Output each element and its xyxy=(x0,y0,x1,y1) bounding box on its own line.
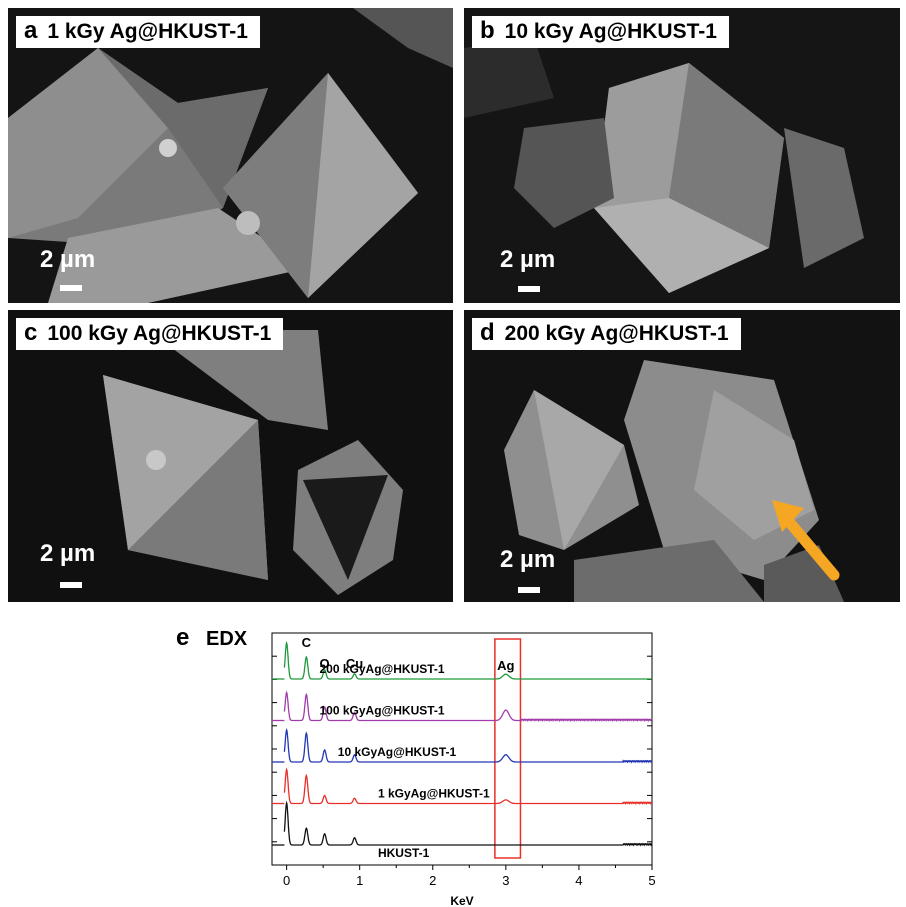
panel-letter: a xyxy=(24,17,38,44)
panel-title: 10 kGy Ag@HKUST-1 xyxy=(504,20,717,43)
series-label: 200 kGyAg@HKUST-1 xyxy=(320,662,445,676)
x-tick-label: 3 xyxy=(502,873,509,888)
series-label: 100 kGyAg@HKUST-1 xyxy=(320,704,445,718)
panel-label-d: d 200 kGy Ag@HKUST-1 xyxy=(472,318,741,350)
arrow-icon xyxy=(772,500,840,581)
sem-image-c xyxy=(8,310,453,602)
sem-panel-a: a 1 kGy Ag@HKUST-1 2 µm xyxy=(8,8,453,303)
scale-bar-d xyxy=(518,587,540,593)
x-axis-label: KeV xyxy=(450,894,473,907)
sem-image-a xyxy=(8,8,453,303)
scale-text-d: 2 µm xyxy=(500,546,556,573)
panel-letter: b xyxy=(480,17,495,44)
series-label: HKUST-1 xyxy=(378,846,430,860)
peak-label: Ag xyxy=(497,658,514,673)
peak-label: O xyxy=(320,656,330,671)
x-tick-label: 0 xyxy=(283,873,290,888)
scale-text-c: 2 µm xyxy=(40,540,96,567)
peak-label: Cu xyxy=(346,656,363,671)
scale-bar-c xyxy=(60,582,82,588)
spectrum-line xyxy=(283,767,653,806)
panel-label-c: c 100 kGy Ag@HKUST-1 xyxy=(16,318,284,350)
panel-title: 200 kGy Ag@HKUST-1 xyxy=(504,322,729,345)
spectrum-line xyxy=(283,640,652,680)
x-tick-label: 5 xyxy=(648,873,655,888)
sem-panel-b: b 10 kGy Ag@HKUST-1 2 µm xyxy=(464,8,900,303)
panel-label-a: a 1 kGy Ag@HKUST-1 xyxy=(16,16,260,48)
x-tick-label: 4 xyxy=(575,873,582,888)
series-label: 10 kGyAg@HKUST-1 xyxy=(338,745,457,759)
ag-highlight-box xyxy=(494,638,522,859)
panel-letter-e: e xyxy=(176,624,189,651)
scale-text-b: 2 µm xyxy=(500,246,556,273)
sem-image-d xyxy=(464,310,900,602)
panel-letter: c xyxy=(24,319,38,346)
scale-bar-b xyxy=(518,286,540,292)
scale-text-a: 2 µm xyxy=(40,246,96,273)
sem-image-b xyxy=(464,8,900,303)
panel-label-b: b 10 kGy Ag@HKUST-1 xyxy=(472,16,729,48)
edx-chart: e EDX 0 1 2 3 4 5 KeV HKUST-1 1 kGyAg@HKUST-1 10 kG… xyxy=(176,624,656,907)
chart-title: EDX xyxy=(206,628,248,650)
spectrum-line xyxy=(283,728,653,764)
sem-panel-d: d 200 kGy Ag@HKUST-1 2 µm xyxy=(464,310,900,602)
panel-letter: d xyxy=(480,319,495,346)
sem-panel-c: c 100 kGy Ag@HKUST-1 2 µm xyxy=(8,310,453,602)
spectrum-line xyxy=(283,800,653,847)
x-tick-label: 2 xyxy=(429,873,436,888)
panel-title: 100 kGy Ag@HKUST-1 xyxy=(47,322,272,345)
x-tick-label: 1 xyxy=(356,873,363,888)
scale-bar-a xyxy=(60,285,82,291)
spectrum-line xyxy=(283,690,653,723)
panel-title: 1 kGy Ag@HKUST-1 xyxy=(47,20,248,43)
peak-label: C xyxy=(302,635,312,650)
series-label: 1 kGyAg@HKUST-1 xyxy=(378,787,490,801)
